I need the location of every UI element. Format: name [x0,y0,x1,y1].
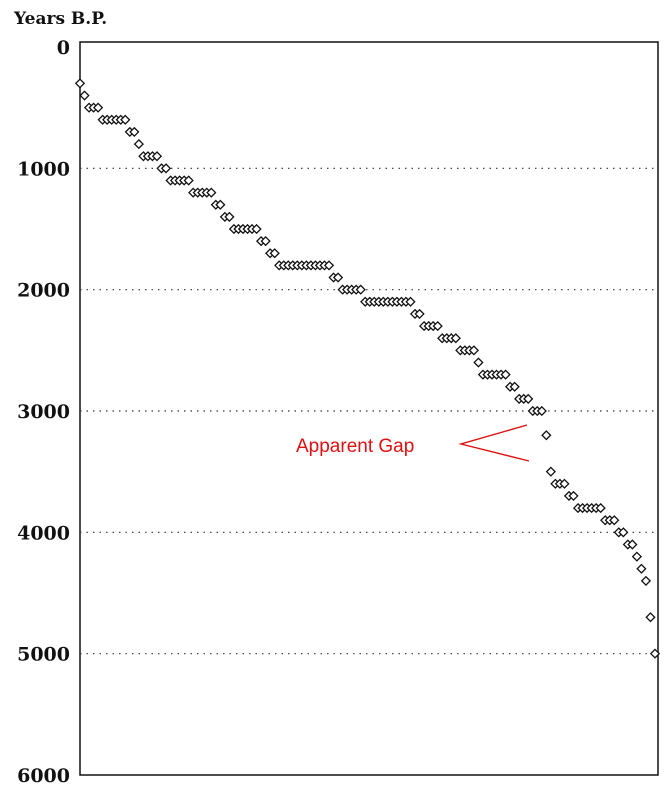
data-point [323,260,335,271]
annotation-arrow [458,424,530,462]
data-point [224,211,235,222]
data-point [129,126,140,138]
data-point [405,296,416,307]
annotation-label: Apparent Gap [296,436,414,457]
y-tick-label: 1000 [17,158,70,180]
apparent-gap-annotation: Apparent Gap [296,424,530,462]
y-tick-label: 4000 [17,522,70,544]
data-point [183,175,194,186]
data-point [133,138,144,150]
data-point [151,151,163,162]
data-point [509,381,520,392]
data-point [640,575,652,586]
data-point [251,223,262,235]
y-tick-label: 6000 [17,765,70,787]
y-tick-label: 0 [57,37,70,59]
data-point [536,405,547,417]
data-point [260,236,271,247]
data-point [332,272,344,283]
data-point [636,563,647,574]
data-point [215,199,226,210]
data-point [649,648,661,659]
data-point [523,393,534,404]
data-point [545,466,556,477]
data-point [160,163,172,174]
gridlines [80,167,658,655]
data-point [269,248,280,259]
data-point [541,430,552,441]
plot-frame [79,41,659,776]
data-point [468,345,480,356]
data-point [414,308,425,320]
data-point [645,612,656,623]
data-point [595,502,606,514]
data-point [79,90,90,101]
data-point [74,78,86,89]
data-point [355,284,366,295]
y-tick-labels: 0 1000 2000 3000 4000 5000 6000 [17,37,70,787]
data-point [432,320,443,332]
data-point [631,551,643,562]
data-point [627,539,638,550]
data-point [618,527,629,538]
y-axis-title: Years B.P. [13,9,107,29]
y-tick-label: 5000 [17,644,70,666]
data-point [206,187,217,198]
data-point [500,369,511,380]
data-points [74,78,661,659]
data-point [473,357,484,368]
y-tick-label: 2000 [17,280,70,302]
data-point [450,333,461,344]
data-point [120,114,131,125]
y-tick-label: 3000 [17,401,70,423]
data-point [568,490,579,502]
data-point [609,515,620,526]
data-point [92,102,104,113]
data-point [559,478,570,489]
